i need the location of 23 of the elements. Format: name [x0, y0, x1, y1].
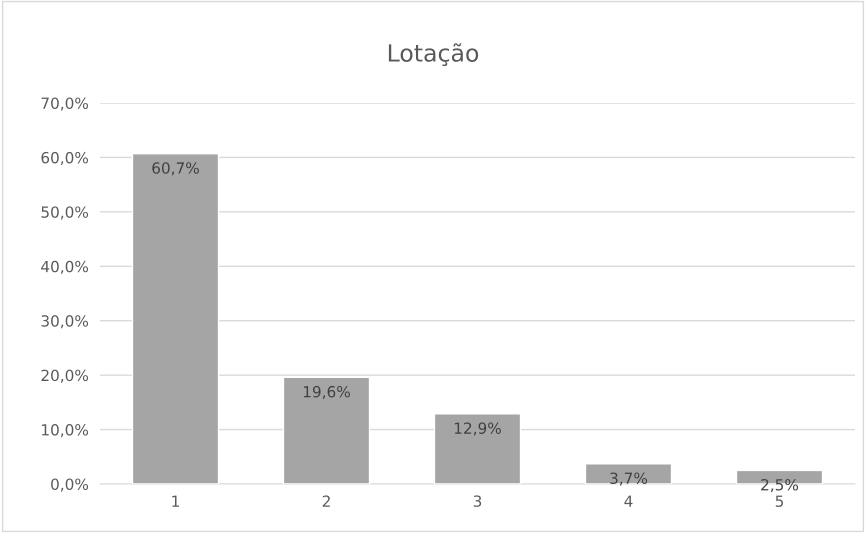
- bar: [434, 413, 522, 484]
- bar: [132, 152, 220, 484]
- y-tick-label: 40,0%: [41, 260, 88, 274]
- x-tick-label: 5: [776, 496, 784, 507]
- y-tick-label: 0,0%: [51, 478, 88, 492]
- y-tick-label: 50,0%: [42, 206, 88, 220]
- x-tick-label: 1: [172, 496, 179, 507]
- y-tick-label: 30,0%: [42, 315, 88, 328]
- data-label: 2,5%: [761, 478, 798, 492]
- y-tick-label: 20,0%: [41, 370, 88, 383]
- y-tick-label: 10,0%: [42, 424, 88, 438]
- x-tick-label: 2: [322, 495, 330, 507]
- y-tick-label: 60,0%: [41, 152, 88, 166]
- x-tick-label: 3: [474, 495, 482, 507]
- bar: [584, 463, 672, 484]
- y-tick-label: 70,0%: [42, 97, 88, 111]
- data-label: 12,9%: [454, 422, 501, 436]
- data-label: 19,6%: [304, 386, 350, 400]
- data-label: 3,7%: [610, 472, 648, 486]
- bar: [282, 376, 370, 484]
- data-label: 60,7%: [152, 162, 199, 176]
- x-tick-label: 4: [624, 496, 633, 507]
- chart-title: Lotação: [388, 43, 478, 66]
